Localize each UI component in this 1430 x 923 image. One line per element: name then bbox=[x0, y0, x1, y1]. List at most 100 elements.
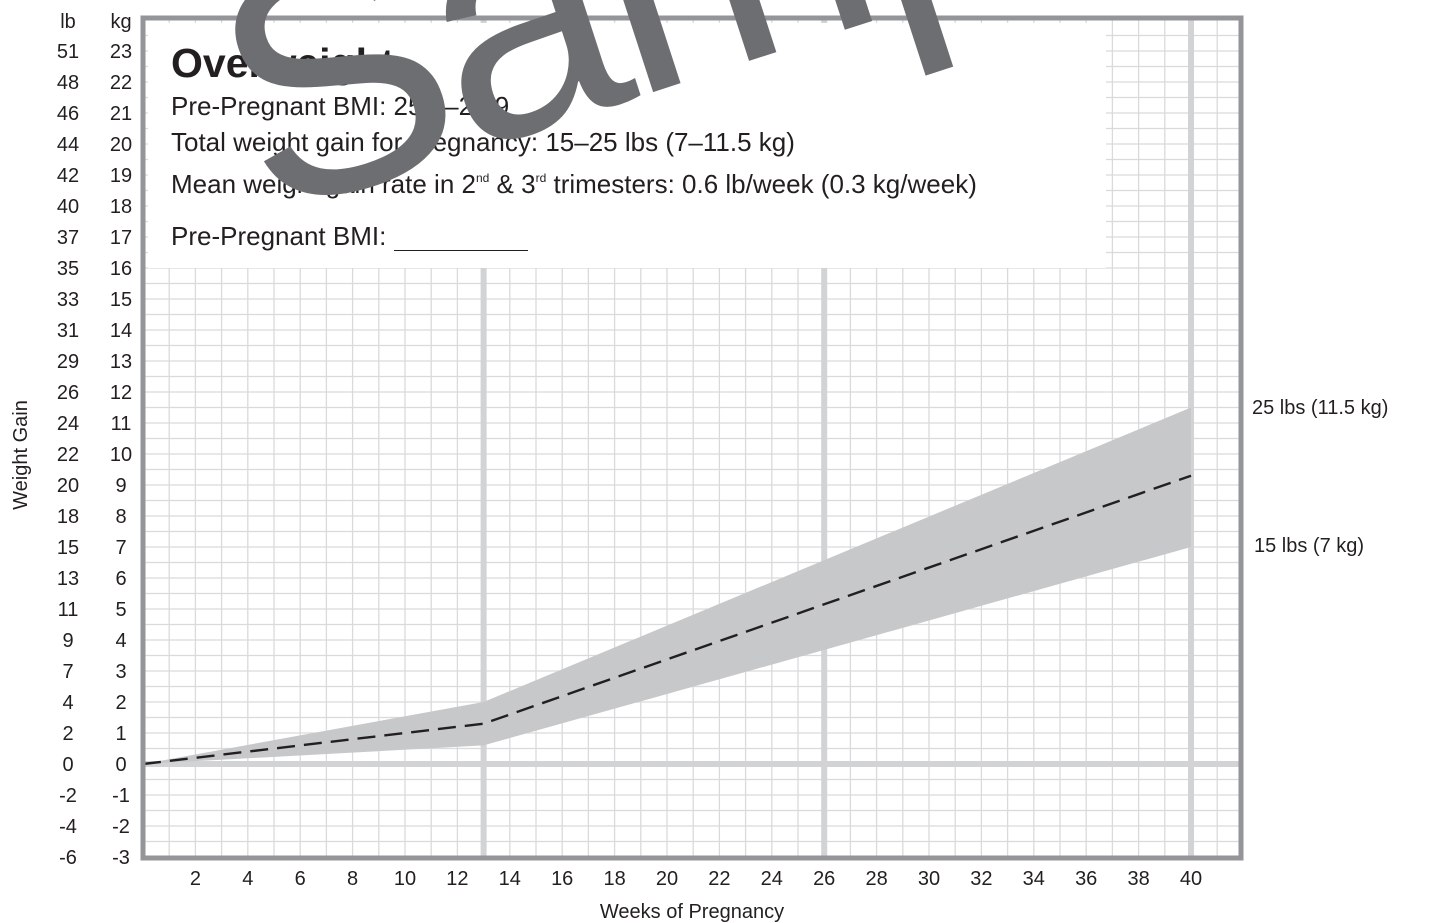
info-box: Overweight Pre-Pregnant BMI: 25.0–29.9 T… bbox=[171, 38, 977, 254]
kg-header: kg bbox=[110, 11, 131, 33]
x-tick-label: 18 bbox=[603, 868, 625, 890]
x-tick-label: 38 bbox=[1127, 868, 1149, 890]
y-tick-label-lb: 37 bbox=[57, 227, 79, 249]
y-tick-label-kg: 10 bbox=[110, 444, 132, 466]
y-tick-label-kg: 14 bbox=[110, 320, 132, 342]
y-tick-label-kg: 16 bbox=[110, 258, 132, 280]
y-tick-label-lb: 15 bbox=[57, 537, 79, 559]
y-tick-label-lb: 29 bbox=[57, 351, 79, 373]
bmi-fill-label: Pre-Pregnant BMI: bbox=[171, 221, 394, 251]
y-tick-label-lb: 46 bbox=[57, 103, 79, 125]
y-tick-label-kg: 6 bbox=[115, 568, 126, 590]
total-weight-gain: Total weight gain for pregnancy: 15–25 l… bbox=[171, 127, 795, 157]
y-tick-label-kg: 23 bbox=[110, 41, 132, 63]
x-tick-label: 30 bbox=[918, 868, 940, 890]
x-tick-label: 40 bbox=[1180, 868, 1202, 890]
y-tick-label-lb: 26 bbox=[57, 382, 79, 404]
y-tick-label-kg: 18 bbox=[110, 196, 132, 218]
category-title: Overweight bbox=[171, 40, 395, 86]
y-tick-label-kg: 9 bbox=[115, 475, 126, 497]
y-tick-label-lb: 20 bbox=[57, 475, 79, 497]
x-tick-label: 2 bbox=[190, 868, 201, 890]
x-tick-label: 12 bbox=[446, 868, 468, 890]
bmi-blank-line[interactable] bbox=[393, 230, 528, 251]
mean-gain-line bbox=[142, 474, 1192, 766]
y-tick-label-lb: -6 bbox=[59, 847, 77, 869]
y-tick-label-lb: 44 bbox=[57, 134, 79, 156]
x-tick-label: 14 bbox=[499, 868, 521, 890]
x-tick-label: 36 bbox=[1075, 868, 1097, 890]
x-tick-label: 16 bbox=[551, 868, 573, 890]
y-tick-label-lb: 11 bbox=[58, 599, 79, 621]
y-tick-label-kg: 2 bbox=[115, 692, 126, 714]
lower-end-label: 15 lbs (7 kg) bbox=[1254, 535, 1365, 557]
y-tick-label-lb: 35 bbox=[57, 258, 79, 280]
y-tick-label-lb: 40 bbox=[57, 196, 79, 218]
lb-header: lb bbox=[60, 11, 76, 33]
y-tick-label-lb: 33 bbox=[57, 289, 79, 311]
y-tick-label-kg: -2 bbox=[112, 816, 130, 838]
y-tick-label-lb: 42 bbox=[57, 165, 79, 187]
y-tick-label-kg: -1 bbox=[112, 785, 130, 807]
rate-text-1: Mean weight gain rate in 2 bbox=[171, 169, 476, 199]
y-tick-label-kg: 1 bbox=[115, 723, 126, 745]
y-tick-label-lb: 48 bbox=[57, 72, 79, 94]
y-axis-title: Weight Gain bbox=[10, 400, 32, 510]
y-tick-label-lb: 13 bbox=[57, 568, 79, 590]
x-tick-label: 20 bbox=[656, 868, 678, 890]
mean-gain-rate: Mean weight gain rate in 2nd & 3rd trime… bbox=[171, 160, 977, 202]
recommended-range-band bbox=[143, 407, 1191, 764]
y-tick-label-lb: -4 bbox=[59, 816, 77, 838]
y-tick-label-kg: 3 bbox=[115, 661, 126, 683]
y-tick-label-kg: 8 bbox=[115, 506, 126, 528]
y-tick-label-lb: 18 bbox=[57, 506, 79, 528]
y-tick-label-kg: 17 bbox=[110, 227, 132, 249]
y-tick-label-lb: 51 bbox=[57, 41, 79, 63]
y-tick-label-kg: 7 bbox=[115, 537, 126, 559]
x-axis-title: Weeks of Pregnancy bbox=[600, 901, 784, 923]
y-tick-label-lb: 7 bbox=[62, 661, 73, 683]
y-tick-label-kg: 20 bbox=[110, 134, 132, 156]
plot-frame bbox=[140, 15, 1244, 861]
data-layer bbox=[142, 407, 1192, 766]
y-tick-label-lb: 9 bbox=[62, 630, 73, 652]
y-tick-label-lb: 0 bbox=[62, 754, 73, 776]
info-box-background bbox=[148, 23, 1106, 268]
y-tick-label-lb: 24 bbox=[57, 413, 79, 435]
y-tick-label-kg: 11 bbox=[111, 413, 132, 435]
x-tick-label: 26 bbox=[813, 868, 835, 890]
tick-labels: 2 4 6 8 10 12 14 16 18 20 22 24 26 28 30 32 34 36 38 402351… bbox=[57, 41, 1202, 890]
grid bbox=[143, 18, 1241, 858]
x-tick-label: 6 bbox=[295, 868, 306, 890]
y-tick-label-kg: 12 bbox=[110, 382, 132, 404]
y-tick-label-lb: 2 bbox=[62, 723, 73, 745]
y-tick-label-kg: 22 bbox=[110, 72, 132, 94]
x-tick-label: 10 bbox=[394, 868, 416, 890]
x-tick-label: 34 bbox=[1023, 868, 1045, 890]
x-tick-label: 32 bbox=[970, 868, 992, 890]
x-tick-label: 28 bbox=[865, 868, 887, 890]
x-tick-label: 22 bbox=[708, 868, 730, 890]
bmi-fill-in: Pre-Pregnant BMI: bbox=[171, 218, 977, 254]
y-tick-label-kg: 21 bbox=[110, 103, 132, 125]
rate-text-2: & 3 bbox=[489, 169, 536, 199]
x-tick-label: 24 bbox=[761, 868, 783, 890]
x-tick-label: 8 bbox=[347, 868, 358, 890]
x-tick-label: 4 bbox=[242, 868, 253, 890]
y-tick-label-lb: -2 bbox=[59, 785, 77, 807]
y-tick-label-kg: 5 bbox=[115, 599, 126, 621]
y-tick-label-kg: 15 bbox=[110, 289, 132, 311]
rate-sup-1: nd bbox=[475, 171, 490, 185]
y-tick-label-kg: 0 bbox=[115, 754, 126, 776]
bmi-range: Pre-Pregnant BMI: 25.0–29.9 bbox=[171, 91, 510, 121]
y-tick-label-lb: 31 bbox=[57, 320, 79, 342]
y-tick-label-lb: 22 bbox=[57, 444, 79, 466]
y-tick-label-kg: 19 bbox=[110, 165, 132, 187]
rate-text-3: trimesters: 0.6 lb/week (0.3 kg/week) bbox=[546, 169, 977, 199]
y-tick-label-kg: -3 bbox=[112, 847, 130, 869]
upper-end-label: 25 lbs (11.5 kg) bbox=[1252, 397, 1389, 419]
y-tick-label-lb: 4 bbox=[62, 692, 73, 714]
y-tick-label-kg: 4 bbox=[115, 630, 126, 652]
y-tick-label-kg: 13 bbox=[110, 351, 132, 373]
